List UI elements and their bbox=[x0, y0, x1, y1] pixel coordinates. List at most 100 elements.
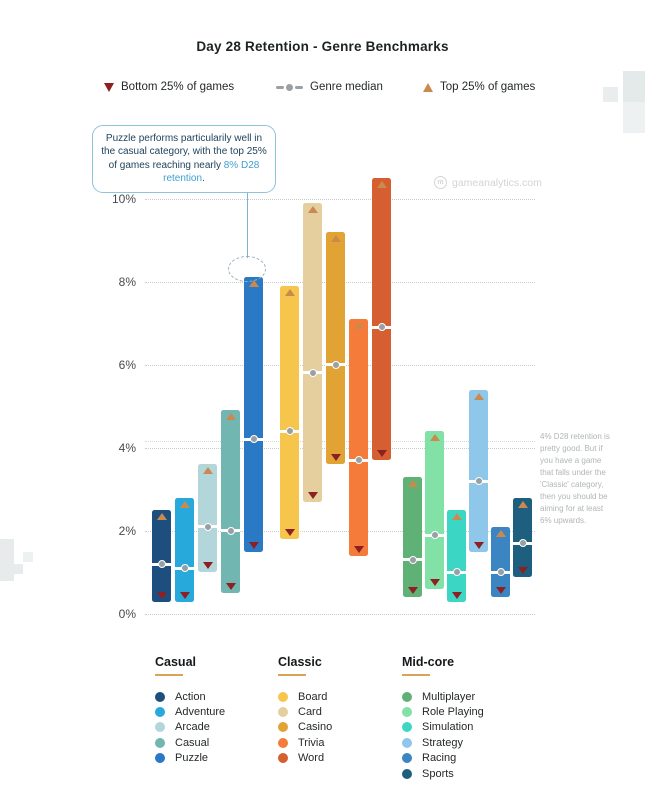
top-25-marker-icon bbox=[307, 205, 318, 213]
legend-bottom-25: Bottom 25% of games bbox=[104, 81, 234, 93]
top-25-marker-icon bbox=[248, 280, 259, 288]
pixel-decoration bbox=[623, 102, 645, 133]
legend-dot-icon bbox=[155, 722, 165, 733]
bottom-25-marker-icon bbox=[495, 587, 506, 595]
bar-casual bbox=[221, 410, 240, 594]
callout-connector-line bbox=[247, 172, 248, 258]
legend-item-puzzle: Puzzle bbox=[155, 751, 225, 766]
median-dot-icon bbox=[203, 522, 212, 531]
top-25-marker-icon bbox=[202, 467, 213, 475]
legend-item-label: Sports bbox=[422, 767, 454, 780]
bottom-25-marker-icon bbox=[248, 541, 259, 549]
legend-item-label: Simulation bbox=[422, 721, 474, 734]
bar-puzzle bbox=[244, 277, 263, 552]
top-25-marker-icon bbox=[517, 500, 528, 508]
legend-item-strategy: Strategy bbox=[402, 735, 484, 750]
y-axis-tick: 8% bbox=[118, 274, 136, 289]
legend-column-mid-core: Mid-core Multiplayer Role Playing Simulatio… bbox=[402, 655, 484, 781]
top-25-marker-icon bbox=[451, 513, 462, 521]
top-25-marker-icon bbox=[473, 392, 484, 400]
median-dot-icon bbox=[308, 368, 317, 377]
top-25-marker-icon bbox=[156, 513, 167, 521]
median-dot-icon bbox=[518, 539, 527, 548]
median-dot-icon bbox=[496, 568, 505, 577]
legend-dot-icon bbox=[155, 691, 165, 702]
y-axis-tick: 10% bbox=[111, 191, 136, 206]
y-axis-tick: 4% bbox=[118, 440, 136, 455]
top-25-marker-icon bbox=[284, 288, 295, 296]
watermark-text: gameanalytics.com bbox=[452, 176, 542, 189]
y-axis-tick: 0% bbox=[118, 607, 136, 621]
top-25-marker-icon bbox=[353, 321, 364, 329]
top-25-marker-icon bbox=[376, 180, 387, 188]
pixel-decoration bbox=[623, 71, 645, 102]
median-marker bbox=[491, 568, 510, 577]
gridline-0% bbox=[145, 614, 535, 615]
pixel-decoration bbox=[0, 539, 14, 581]
y-axis-tick: 6% bbox=[118, 357, 136, 372]
legend-item-trivia: Trivia bbox=[278, 735, 332, 750]
legend-item-label: Strategy bbox=[422, 736, 463, 749]
median-dot-icon bbox=[452, 568, 461, 577]
legend-group-title: Mid-core bbox=[402, 655, 455, 669]
bar-trivia bbox=[349, 318, 368, 556]
median-dot-icon bbox=[157, 560, 166, 569]
bottom-25-marker-icon bbox=[473, 541, 484, 549]
median-dot-icon bbox=[331, 360, 340, 369]
legend-genre-median: Genre median bbox=[276, 81, 383, 93]
median-dot-icon bbox=[408, 555, 417, 564]
bottom-25-marker-icon bbox=[376, 450, 387, 458]
bottom-25-marker-icon bbox=[353, 545, 364, 553]
median-marker bbox=[221, 526, 240, 535]
median-marker bbox=[152, 560, 171, 569]
gameanalytics-logo-icon: m bbox=[434, 176, 447, 189]
legend-dot-icon bbox=[278, 753, 288, 764]
legend-item-role-playing: Role Playing bbox=[402, 704, 484, 719]
legend-top-25-label: Top 25% of games bbox=[440, 81, 536, 93]
watermark: m gameanalytics.com bbox=[434, 176, 542, 189]
highlight-ellipse bbox=[228, 256, 266, 282]
triangle-up-icon bbox=[423, 82, 433, 92]
legend-group-title: Classic bbox=[278, 655, 322, 669]
legend-item-sports: Sports bbox=[402, 766, 484, 781]
legend-item-casual: Casual bbox=[155, 735, 225, 750]
legend-group-underline bbox=[278, 674, 306, 676]
median-marker bbox=[175, 564, 194, 573]
bottom-25-marker-icon bbox=[407, 587, 418, 595]
legend-group-underline bbox=[155, 674, 183, 676]
legend-genre-median-label: Genre median bbox=[310, 81, 383, 93]
legend-dot-icon bbox=[155, 707, 165, 718]
legend-item-label: Arcade bbox=[175, 721, 210, 734]
median-dot-icon bbox=[474, 477, 483, 486]
median-marker bbox=[244, 435, 263, 444]
legend-top-25: Top 25% of games bbox=[423, 81, 535, 93]
callout-suffix: . bbox=[202, 173, 205, 185]
median-dot-icon bbox=[354, 456, 363, 465]
bar-card bbox=[303, 202, 322, 502]
bottom-25-marker-icon bbox=[225, 583, 236, 591]
legend-item-casino: Casino bbox=[278, 720, 332, 735]
median-marker bbox=[513, 539, 532, 548]
legend-dot-icon bbox=[278, 691, 288, 702]
legend-item-label: Card bbox=[298, 706, 322, 719]
legend-dot-icon bbox=[402, 768, 412, 779]
median-marker bbox=[280, 427, 299, 436]
median-marker bbox=[303, 368, 322, 377]
pixel-decoration bbox=[14, 564, 23, 574]
legend-item-label: Puzzle bbox=[175, 752, 209, 765]
legend-item-simulation: Simulation bbox=[402, 720, 484, 735]
top-25-marker-icon bbox=[495, 529, 506, 537]
bottom-25-marker-icon bbox=[451, 591, 462, 599]
callout-text: Puzzle performs particularily well in th… bbox=[101, 133, 267, 171]
legend-group-underline bbox=[402, 674, 430, 676]
legend-dot-icon bbox=[402, 753, 412, 764]
chart-title: Day 28 Retention - Genre Benchmarks bbox=[196, 39, 449, 54]
triangle-down-icon bbox=[104, 82, 114, 92]
median-marker bbox=[469, 477, 488, 486]
bar-strategy bbox=[469, 389, 488, 552]
legend-bottom-25-label: Bottom 25% of games bbox=[121, 81, 235, 93]
legend-item-label: Casino bbox=[298, 721, 333, 734]
bottom-25-marker-icon bbox=[284, 529, 295, 537]
median-marker bbox=[372, 323, 391, 332]
